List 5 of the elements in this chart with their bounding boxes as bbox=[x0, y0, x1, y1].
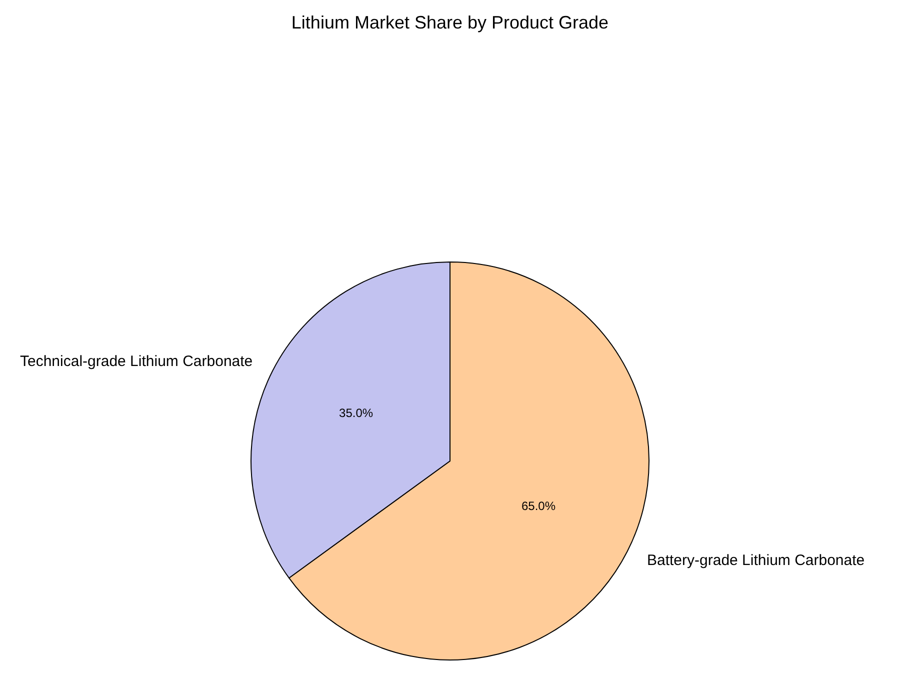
chart-title: Lithium Market Share by Product Grade bbox=[291, 12, 609, 32]
data-label: 65.0% bbox=[521, 499, 556, 514]
slice-label: Technical-grade Lithium Carbonate bbox=[20, 353, 253, 370]
data-label: 35.0% bbox=[339, 406, 374, 420]
slice-label: Battery-grade Lithium Carbonate bbox=[647, 552, 865, 569]
